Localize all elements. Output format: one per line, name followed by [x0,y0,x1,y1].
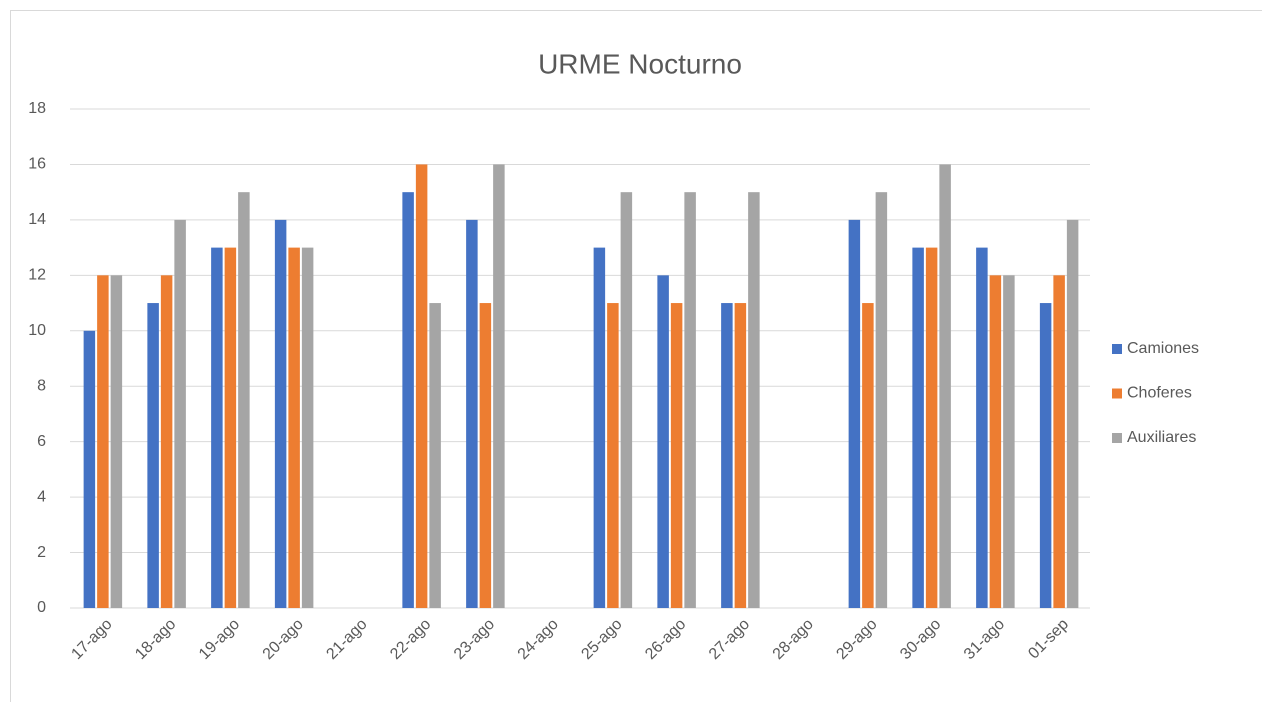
x-tick-label: 19-ago [196,616,243,663]
bar [671,303,683,608]
y-tick-label: 2 [37,544,46,561]
bar [111,275,123,608]
bar [1003,275,1015,608]
x-tick-label: 24-ago [515,616,562,663]
bar [211,248,223,608]
x-tick-label: 17-ago [68,616,115,663]
bar [721,303,733,608]
bar [748,192,760,608]
bar [926,248,938,608]
x-tick-label: 22-ago [387,616,434,663]
y-tick-label: 18 [28,100,46,117]
bar [480,303,492,608]
bar [939,164,951,608]
bar [976,248,988,608]
y-tick-label: 14 [28,211,46,228]
y-tick-label: 16 [28,156,46,173]
bar [735,303,747,608]
bar [607,303,619,608]
y-tick-label: 12 [28,267,46,284]
bar [275,220,287,608]
bar [416,164,428,608]
x-tick-label: 01-sep [1025,616,1072,663]
bar [174,220,186,608]
y-tick-label: 8 [37,377,46,394]
bar [594,248,606,608]
bar [657,275,669,608]
x-tick-label: 31-ago [961,616,1008,663]
bar [862,303,874,608]
x-tick-label: 26-ago [642,616,689,663]
x-tick-label: 27-ago [706,616,753,663]
legend-label: Auxiliares [1127,429,1196,446]
bar [684,192,696,608]
y-tick-label: 10 [28,322,46,339]
bar [238,192,250,608]
bar [466,220,478,608]
chart-title: URME Nocturno [538,48,742,79]
y-tick-label: 0 [37,599,46,616]
x-tick-label: 29-ago [833,616,880,663]
x-tick-label: 30-ago [897,616,944,663]
bar [161,275,173,608]
bar [1053,275,1065,608]
legend-label: Choferes [1127,385,1192,402]
legend-swatch [1112,389,1122,399]
bar [288,248,300,608]
bar [97,275,109,608]
bar [849,220,861,608]
legend-swatch [1112,344,1122,354]
bar [402,192,414,608]
bar [876,192,888,608]
x-tick-label: 20-ago [260,616,307,663]
bar [1040,303,1052,608]
x-tick-label: 28-ago [770,616,817,663]
x-tick-label: 25-ago [578,616,625,663]
legend-label: Camiones [1127,340,1199,357]
bar [1067,220,1079,608]
bar [429,303,441,608]
bar [84,331,96,608]
x-tick-label: 18-ago [132,616,179,663]
bar [990,275,1002,608]
bar [621,192,633,608]
legend-swatch [1112,433,1122,443]
bar [493,164,505,608]
bar [912,248,924,608]
y-tick-label: 4 [37,488,46,505]
x-tick-label: 23-ago [451,616,498,663]
x-tick-label: 21-ago [323,616,370,663]
y-tick-label: 6 [37,433,46,450]
bar [225,248,237,608]
bar [302,248,314,608]
bar [147,303,159,608]
